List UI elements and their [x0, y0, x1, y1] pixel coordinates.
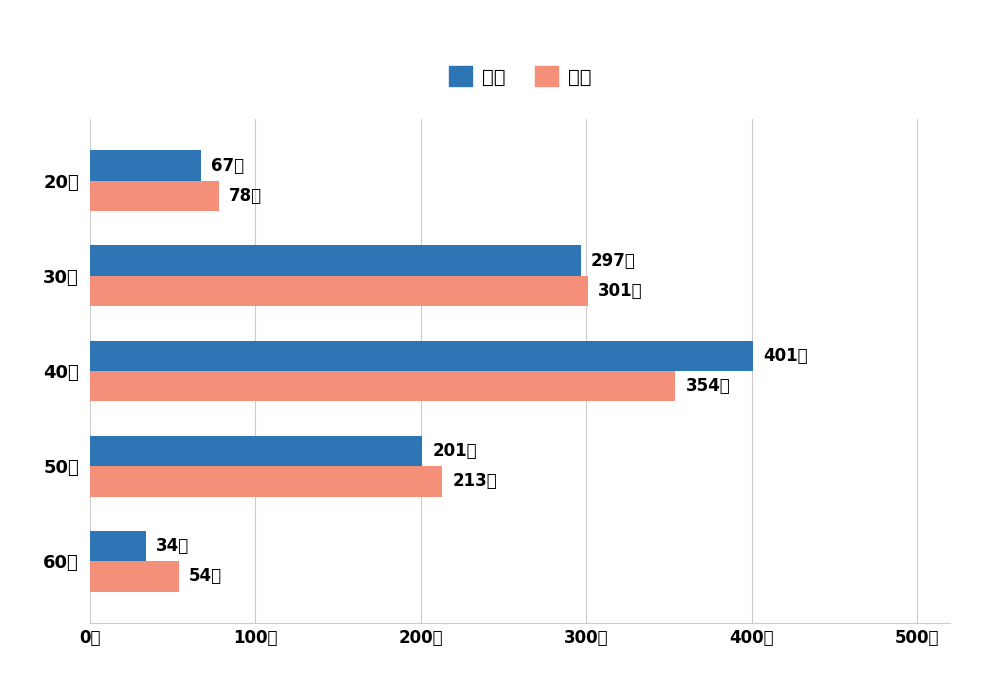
Text: あなたのご年齢は何歳ですか？: あなたのご年齢は何歳ですか？	[372, 26, 628, 55]
Bar	[90, 181, 219, 211]
Bar	[90, 371, 675, 401]
Text: 297名: 297名	[591, 252, 636, 270]
Bar	[90, 246, 581, 276]
Bar	[90, 561, 179, 591]
Text: 67名: 67名	[211, 157, 244, 174]
Text: 201名: 201名	[432, 442, 477, 460]
Text: 34名: 34名	[156, 537, 189, 555]
Legend: 男性, 女性: 男性, 女性	[441, 58, 599, 94]
Bar	[90, 466, 442, 496]
Text: 401名: 401名	[763, 346, 808, 365]
Text: 354名: 354名	[685, 377, 730, 395]
Bar	[90, 150, 201, 181]
Text: 301名: 301名	[598, 282, 642, 300]
Bar	[90, 341, 753, 371]
Bar	[90, 435, 422, 466]
Text: 213名: 213名	[452, 473, 497, 490]
Bar	[90, 276, 588, 307]
Bar	[90, 531, 146, 561]
Text: 78名: 78名	[229, 187, 262, 205]
Text: 54名: 54名	[189, 568, 222, 585]
